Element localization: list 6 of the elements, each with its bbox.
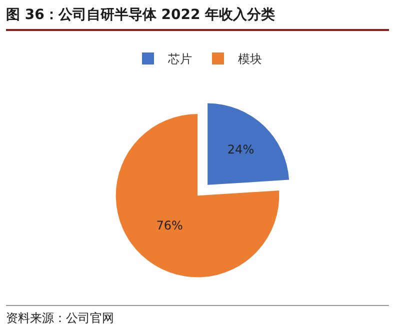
legend-label: 芯片 (167, 52, 192, 66)
data-label: 76% (156, 218, 183, 232)
chart-title: 图 36：公司自研半导体 2022 年收入分类 (6, 6, 389, 31)
text: 资料来源：公司官网 (6, 305, 389, 327)
legend-label: 模块 (238, 52, 262, 66)
data-label: 24% (227, 142, 254, 157)
